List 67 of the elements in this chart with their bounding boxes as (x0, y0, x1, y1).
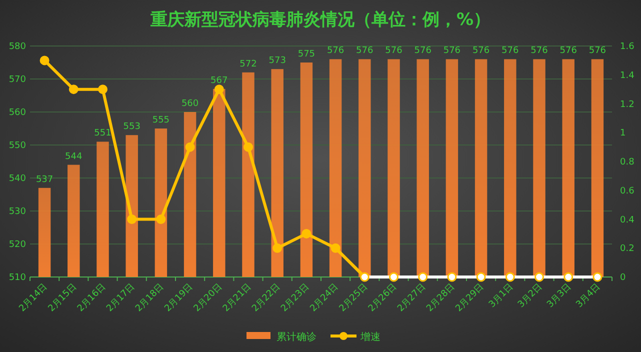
x-tick-label: 2月29日 (454, 282, 486, 314)
data-label: 576 (560, 46, 578, 56)
point (40, 56, 50, 66)
data-label: 555 (152, 116, 170, 126)
x-tick-label: 2月14日 (18, 282, 50, 314)
data-label: 576 (326, 46, 344, 56)
point (127, 214, 137, 224)
data-label: 575 (298, 50, 316, 60)
point (360, 272, 370, 282)
data-label: 537 (36, 174, 54, 185)
point (214, 84, 224, 94)
data-label: 572 (240, 59, 257, 70)
y2-tick-label: 0.4 (620, 215, 635, 226)
data-label: 576 (588, 46, 606, 56)
data-label: 553 (123, 122, 140, 132)
data-label: 576 (443, 46, 461, 56)
point (156, 214, 166, 224)
data-label: 576 (356, 46, 374, 56)
y-tick-label: 570 (8, 75, 26, 85)
y-tick-label: 530 (8, 207, 26, 217)
point (98, 84, 108, 94)
x-tick-label: 3月4日 (574, 282, 603, 310)
y2-tick-label: 1.6 (620, 42, 635, 52)
y2-tick-label: 1 (620, 128, 626, 139)
point (302, 228, 312, 238)
y2-tick-label: 1.4 (620, 70, 635, 81)
y-tick-label: 510 (8, 273, 26, 283)
point (592, 272, 602, 282)
data-label: 576 (530, 46, 548, 56)
point (418, 272, 428, 282)
y2-tick-label: 0.8 (620, 158, 635, 168)
data-label: 567 (210, 76, 228, 86)
point (534, 272, 544, 282)
point (564, 272, 574, 282)
y-tick-label: 520 (8, 240, 26, 250)
x-tick-label: 3月2日 (516, 282, 544, 310)
y2-tick-label: 0 (620, 273, 626, 283)
point (389, 272, 398, 282)
x-tick-label: 3月3日 (546, 282, 574, 310)
legend-label: 累计确诊 (276, 331, 316, 343)
data-label: 551 (94, 128, 112, 139)
x-tick-label: 2月19日 (163, 282, 196, 314)
point (185, 142, 195, 152)
point (244, 142, 253, 152)
data-label: 576 (385, 46, 403, 56)
point (330, 243, 340, 253)
y-tick-label: 580 (8, 42, 26, 52)
y2-tick-label: 1.2 (620, 100, 634, 110)
data-label: 544 (65, 152, 83, 162)
point (68, 84, 78, 94)
data-label: 573 (268, 56, 286, 66)
chart-title: 重庆新型冠状病毒肺炎情况（单位：例，%） (149, 10, 491, 30)
point (505, 272, 515, 282)
y2-tick-label: 0.6 (620, 186, 635, 196)
x-tick-label: 3月1日 (487, 282, 516, 310)
point (272, 243, 282, 253)
y-tick-label: 560 (8, 108, 26, 118)
point (476, 272, 486, 282)
y-tick-label: 540 (8, 174, 26, 184)
data-label: 560 (181, 99, 199, 109)
data-label: 576 (502, 46, 520, 56)
point (447, 272, 457, 282)
data-label: 576 (472, 46, 490, 56)
legend-label: 增速 (360, 331, 380, 343)
data-label: 576 (414, 46, 432, 56)
y-tick-label: 550 (8, 141, 26, 151)
y2-tick-label: 0.2 (620, 244, 634, 254)
